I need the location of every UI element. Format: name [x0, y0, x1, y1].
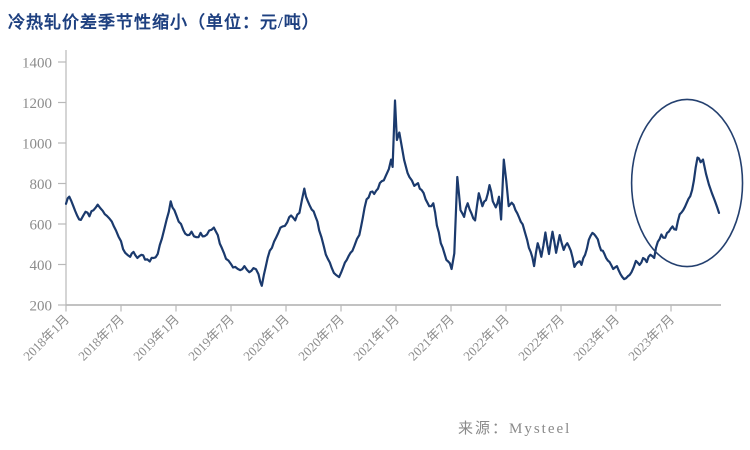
y-tick-label: 1400 — [22, 56, 52, 72]
x-tick-label: 2020年7月 — [295, 312, 347, 364]
y-tick-label: 1000 — [22, 137, 52, 153]
y-tick-label: 200 — [30, 299, 53, 315]
price-spread-line — [64, 99, 721, 287]
x-tick-label: 2023年1月 — [570, 312, 622, 364]
x-tick-label: 2018年1月 — [20, 312, 72, 364]
x-tick-label: 2019年7月 — [185, 312, 237, 364]
source-caption: 来源：Mysteel — [458, 421, 572, 437]
chart-title: 冷热轧价差季节性缩小（单位：元/吨） — [8, 13, 320, 32]
x-tick-label: 2023年7月 — [625, 312, 677, 364]
x-tick-label: 2022年1月 — [460, 312, 512, 364]
y-tick-label: 1200 — [22, 96, 52, 112]
x-tick-label: 2021年7月 — [405, 312, 457, 364]
x-tick-label: 2020年1月 — [240, 312, 292, 364]
highlight-ellipse — [630, 98, 744, 268]
y-tick-label: 800 — [30, 177, 53, 193]
y-tick-label: 600 — [30, 218, 53, 234]
x-tick-label: 2021年1月 — [350, 312, 402, 364]
x-tick-label: 2018年7月 — [75, 312, 127, 364]
x-tick-label: 2022年7月 — [515, 312, 567, 364]
x-tick-label: 2019年1月 — [130, 312, 182, 364]
y-tick-label: 400 — [30, 258, 53, 274]
